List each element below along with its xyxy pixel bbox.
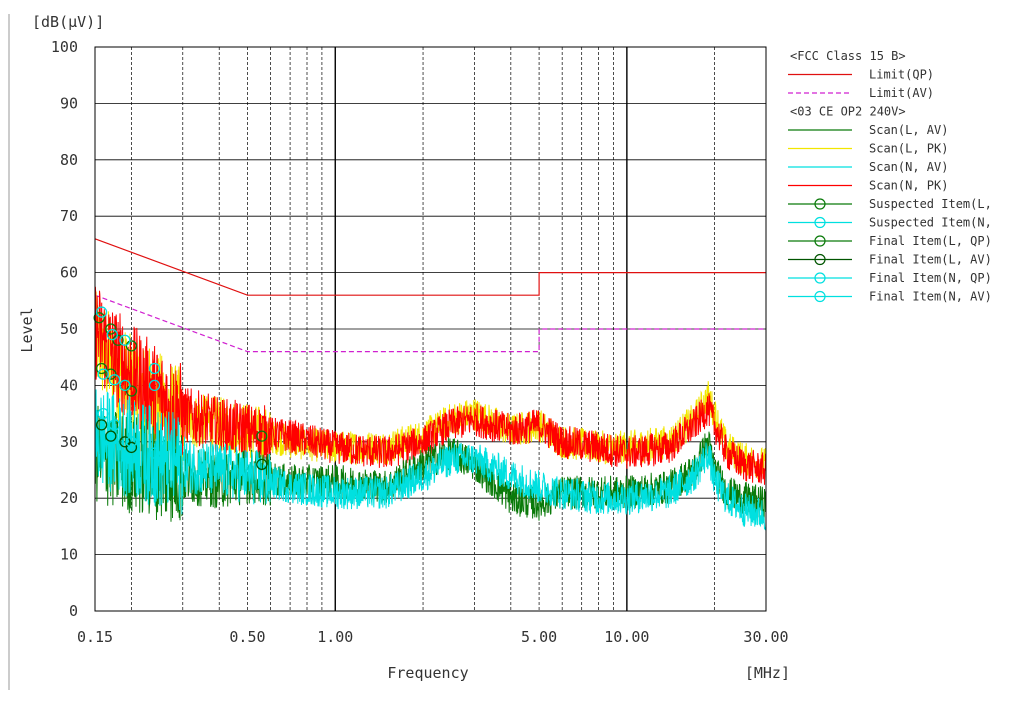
- series-line: [94, 389, 767, 532]
- x-tick-label: 0.15: [77, 628, 113, 646]
- data-marker: [125, 385, 138, 397]
- y-axis-title: Level: [18, 307, 36, 352]
- data-marker: [125, 436, 138, 448]
- data-marker: [108, 419, 121, 431]
- legend-entry-label: Final Item(L, QP): [869, 234, 992, 248]
- y-tick-label: 60: [60, 264, 78, 282]
- x-axis-title: Frequency: [387, 664, 468, 682]
- data-marker: [95, 419, 108, 431]
- y-tick-label: 50: [60, 320, 78, 338]
- y-tick-label: 0: [69, 602, 78, 620]
- legend-marker: [814, 216, 826, 229]
- legend-entry-label: Final Item(L, AV): [869, 253, 992, 267]
- data-marker: [125, 441, 138, 454]
- legend-entry-label: Scan(N, PK): [869, 179, 948, 193]
- series-line: [94, 294, 766, 353]
- legend-marker: [814, 235, 826, 247]
- data-marker: [256, 458, 268, 471]
- data-marker: [256, 430, 268, 442]
- data-marker: [112, 334, 124, 346]
- y-tick-label: 20: [60, 489, 78, 507]
- plot-frame: [94, 46, 767, 612]
- data-marker: [95, 306, 108, 318]
- legend-entry-label: Limit(QP): [869, 68, 934, 82]
- legend: <FCC Class 15 B> Limit(QP) Limit(AV) <03 CE…: [788, 49, 992, 304]
- y-tick-label: 30: [60, 433, 78, 451]
- data-marker: [105, 323, 117, 335]
- data-marker: [125, 340, 138, 352]
- legend-entry-label: Final Item(N, QP): [869, 271, 992, 285]
- y-tick-label: 100: [51, 38, 78, 56]
- data-marker: [119, 379, 131, 392]
- data-marker: [95, 362, 108, 375]
- y-tick-label: 80: [60, 151, 78, 169]
- series-line: [94, 238, 766, 296]
- y-tick-label: 40: [60, 376, 78, 394]
- x-tick-label: 0.50: [229, 628, 265, 646]
- data-marker: [105, 430, 117, 442]
- plot-area: [93, 238, 767, 532]
- legend-entry-label: Suspected Item(N,: [869, 216, 992, 230]
- data-marker: [108, 374, 121, 386]
- y-tick-label: 10: [60, 546, 78, 564]
- y-unit-label: [dB(µV)]: [32, 13, 104, 31]
- data-marker: [97, 407, 109, 420]
- legend-entry-label: Suspected Item(L,: [869, 197, 992, 211]
- y-tick-label: 70: [60, 207, 78, 225]
- y-tick-labels: 0 10 20 30 40 50 60 70 80 90 100: [51, 38, 78, 620]
- series-line: [94, 286, 767, 485]
- data-marker: [97, 368, 109, 380]
- data-marker: [148, 447, 161, 459]
- data-marker: [105, 368, 117, 380]
- legend-entry-label: Final Item(N, AV): [869, 290, 992, 304]
- legend-entry-label: Scan(L, AV): [869, 123, 948, 137]
- legend-marker: [814, 272, 826, 284]
- legend-group-header: <FCC Class 15 B>: [790, 49, 906, 63]
- data-marker: [119, 334, 131, 346]
- x-tick-label: 10.00: [604, 628, 649, 646]
- data-marker: [106, 328, 118, 341]
- legend-entry-label: Scan(N, AV): [869, 160, 948, 174]
- x-tick-labels: 0.15 0.50 1.00 5.00 10.00 30.00: [77, 628, 789, 646]
- data-marker: [93, 312, 105, 324]
- series-line: [94, 405, 767, 522]
- legend-marker: [814, 290, 826, 303]
- y-tick-label: 90: [60, 94, 78, 112]
- legend-marker: [814, 198, 826, 210]
- data-marker: [119, 436, 131, 448]
- x-unit-label: [MHz]: [745, 664, 790, 682]
- legend-marker: [814, 253, 826, 266]
- legend-entry-label: Scan(L, PK): [869, 142, 948, 156]
- data-marker: [148, 379, 161, 392]
- x-tick-label: 30.00: [743, 628, 788, 646]
- data-marker: [148, 362, 161, 375]
- legend-group-header: <03 CE OP2 240V>: [790, 105, 906, 119]
- legend-entry-label: Limit(AV): [869, 86, 934, 100]
- x-tick-label: 1.00: [317, 628, 353, 646]
- x-tick-label: 5.00: [521, 628, 557, 646]
